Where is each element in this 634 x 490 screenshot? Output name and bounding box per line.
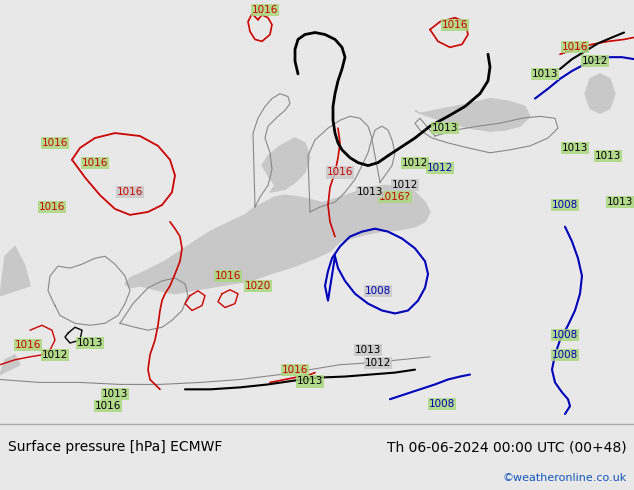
Text: 1016: 1016 — [562, 42, 588, 52]
Text: 1013: 1013 — [102, 389, 128, 399]
Text: 1013: 1013 — [355, 345, 381, 355]
Text: 1016: 1016 — [95, 401, 121, 411]
Text: 1016: 1016 — [281, 365, 308, 375]
Text: 1016: 1016 — [42, 138, 68, 148]
Text: 1008: 1008 — [552, 330, 578, 340]
Text: 1013: 1013 — [77, 338, 103, 348]
Text: 1016: 1016 — [117, 187, 143, 197]
Text: 1012: 1012 — [365, 358, 391, 368]
Text: 1016: 1016 — [15, 340, 41, 350]
Text: Surface pressure [hPa] ECMWF: Surface pressure [hPa] ECMWF — [8, 440, 222, 454]
Polygon shape — [585, 74, 615, 113]
Text: 1012: 1012 — [427, 163, 453, 172]
Text: 1016: 1016 — [442, 20, 468, 29]
Text: ©weatheronline.co.uk: ©weatheronline.co.uk — [502, 473, 626, 483]
Polygon shape — [295, 185, 430, 251]
Text: 1020: 1020 — [245, 281, 271, 291]
Text: 1013: 1013 — [357, 187, 383, 197]
Polygon shape — [125, 195, 345, 294]
Text: 1013: 1013 — [607, 197, 633, 207]
Text: 1008: 1008 — [552, 200, 578, 210]
Polygon shape — [0, 355, 20, 374]
Text: 1008: 1008 — [365, 286, 391, 296]
Text: 1016: 1016 — [82, 158, 108, 168]
Text: 1016: 1016 — [327, 168, 353, 177]
Text: 1016?: 1016? — [379, 192, 411, 202]
Text: 1008: 1008 — [552, 350, 578, 360]
Text: 1012: 1012 — [582, 56, 608, 66]
Text: 1016: 1016 — [39, 202, 65, 212]
Text: 1008: 1008 — [429, 399, 455, 409]
Polygon shape — [262, 138, 310, 192]
Text: 1013: 1013 — [595, 151, 621, 161]
Polygon shape — [415, 98, 530, 131]
Text: 1016: 1016 — [252, 5, 278, 15]
Text: 1013: 1013 — [432, 123, 458, 133]
Text: 1012: 1012 — [42, 350, 68, 360]
Polygon shape — [0, 246, 30, 295]
Text: 1013: 1013 — [532, 69, 558, 79]
Text: 1012: 1012 — [392, 180, 418, 190]
Text: Th 06-06-2024 00:00 UTC (00+48): Th 06-06-2024 00:00 UTC (00+48) — [387, 440, 626, 454]
Text: 1012: 1012 — [402, 158, 428, 168]
Text: 1013: 1013 — [562, 143, 588, 153]
Text: 1016: 1016 — [215, 271, 241, 281]
Text: 1013: 1013 — [297, 376, 323, 387]
